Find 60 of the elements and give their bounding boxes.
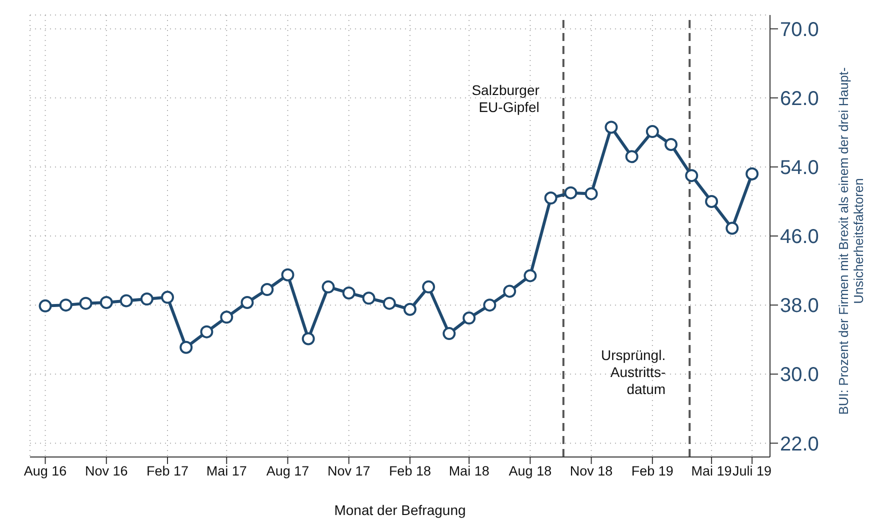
- point: [584, 187, 598, 200]
- ref-line-label: Ursprüngl. Austritts- datum: [601, 347, 666, 397]
- x-tick-label: Feb 19: [631, 464, 674, 479]
- y-tick-label: 46.0: [780, 226, 819, 248]
- point: [726, 222, 739, 235]
- point: [442, 327, 456, 340]
- y-axis-title: BUI: Prozent der Firmen mit Brexit als einem der drei Haupt- Unsicherheitsfaktoren: [836, 67, 866, 415]
- x-tick-label: Nov 16: [85, 464, 128, 479]
- point: [120, 294, 133, 308]
- y-tick-label: 54.0: [780, 157, 819, 180]
- x-tick-label: Mai 17: [206, 464, 247, 479]
- point: [79, 296, 92, 310]
- x-tick-label: Juli 19: [732, 464, 772, 479]
- point: [362, 292, 376, 305]
- x-tick-label: Nov 17: [327, 464, 370, 479]
- y-tick-label: 70.0: [780, 18, 819, 41]
- ref-line-label: Salzburger EU-Gipfel: [472, 82, 540, 115]
- y-tick-label: 22.0: [780, 433, 819, 456]
- point: [38, 299, 52, 312]
- x-tick-label: Aug 18: [508, 464, 552, 479]
- point: [685, 169, 698, 182]
- x-tick-label: Aug 17: [266, 464, 310, 479]
- x-axis-title: Monat der Befragung: [334, 502, 466, 518]
- x-tick-label: Mai 18: [448, 464, 490, 479]
- point: [462, 312, 476, 325]
- point: [382, 296, 396, 310]
- point: [564, 186, 578, 200]
- point: [646, 125, 659, 138]
- point: [746, 167, 759, 180]
- point: [524, 269, 537, 282]
- point: [100, 296, 113, 309]
- point: [180, 340, 193, 354]
- point: [322, 280, 335, 294]
- y-tick-label: 62.0: [780, 88, 819, 110]
- point: [281, 268, 294, 282]
- y-tick-label: 30.0: [780, 364, 819, 386]
- point: [260, 283, 274, 296]
- point: [200, 325, 214, 338]
- point: [604, 120, 618, 134]
- x-tick-label: Feb 17: [146, 464, 189, 479]
- x-tick-label: Nov 18: [570, 464, 613, 479]
- point: [625, 150, 638, 164]
- point: [302, 332, 315, 346]
- point: [59, 298, 72, 312]
- point: [140, 292, 154, 306]
- x-tick-label: Aug 16: [24, 464, 67, 479]
- point: [705, 194, 718, 208]
- point: [220, 310, 234, 324]
- point: [483, 298, 496, 312]
- point: [544, 192, 558, 205]
- point: [161, 290, 174, 304]
- x-tick-label: Feb 18: [388, 464, 431, 479]
- point: [664, 138, 678, 151]
- point: [342, 286, 356, 300]
- point: [240, 296, 254, 309]
- x-tick-label: Mai 19: [691, 464, 732, 479]
- point: [403, 302, 416, 316]
- point: [422, 280, 436, 294]
- y-tick-label: 38.0: [780, 295, 819, 318]
- point: [503, 284, 516, 298]
